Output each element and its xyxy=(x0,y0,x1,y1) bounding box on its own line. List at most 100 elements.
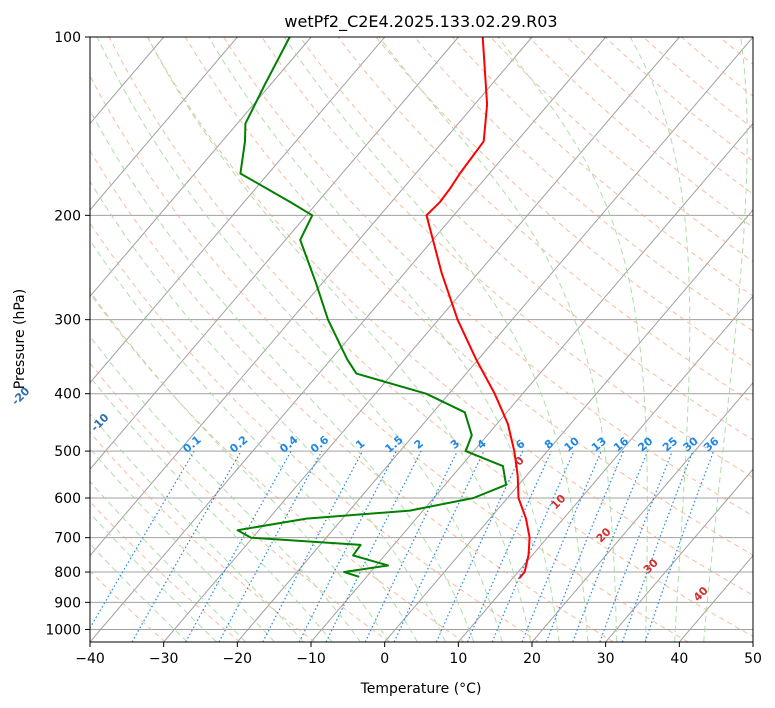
mixing-ratio-line xyxy=(298,450,397,642)
mixing-ratio-label: 6 xyxy=(513,437,527,452)
dry-adiabat xyxy=(528,37,753,229)
moist-adiabat xyxy=(90,290,390,642)
axis-ticks: −40 −30 −20 −10 0 10 20 30 40 5010020030040050060… xyxy=(45,30,762,667)
isotherm xyxy=(90,37,459,470)
mixing-ratio-label: 0.4 xyxy=(277,433,301,456)
dry-adiabat xyxy=(90,362,390,642)
y-tick-label: 900 xyxy=(54,595,81,611)
dry-adiabat xyxy=(337,37,753,404)
mixing-ratio-line xyxy=(545,450,624,642)
dry-adiabat xyxy=(642,37,753,130)
chart-title: wetPf2_C2E4.2025.133.02.29.R03 xyxy=(284,12,557,32)
profile-lines xyxy=(236,37,531,580)
dry-adiabat xyxy=(90,74,689,642)
isotherm xyxy=(90,37,312,298)
line-labels: 0.10.20.40.611.52346810131620253036-100-… xyxy=(9,384,721,604)
dry-adiabat xyxy=(90,149,614,642)
isotherm xyxy=(90,37,238,211)
dry-adiabat xyxy=(185,37,753,556)
mixing-ratio-line xyxy=(599,450,673,642)
temperature-profile xyxy=(425,37,531,580)
dry-adiabat-label: -10 xyxy=(88,411,111,434)
moist-adiabat xyxy=(703,37,748,642)
y-tick-label: 300 xyxy=(54,313,81,329)
y-tick-label: 500 xyxy=(54,444,81,460)
dry-adiabat xyxy=(681,37,753,97)
dry-adiabat xyxy=(414,37,753,332)
mixing-ratio-label: 8 xyxy=(542,437,556,452)
y-tick-label: 400 xyxy=(54,387,81,403)
moist-adiabat-label: 40 xyxy=(691,584,711,604)
mixing-ratio-line xyxy=(364,450,458,642)
moist-adiabat xyxy=(208,37,560,642)
x-tick-label: 30 xyxy=(597,651,615,667)
x-tick-label: 10 xyxy=(449,651,467,667)
x-tick-label: 50 xyxy=(744,651,762,667)
isotherm xyxy=(90,37,386,384)
mixing-ratio-line xyxy=(491,450,575,642)
dewpoint-profile xyxy=(236,37,508,578)
moist-adiabat xyxy=(90,413,304,642)
isotherm xyxy=(384,209,753,642)
mixing-ratio-label: 4 xyxy=(475,437,489,452)
moist-adiabat xyxy=(90,335,361,642)
x-tick-label: 40 xyxy=(670,651,688,667)
moist-adiabat-label: 10 xyxy=(548,492,568,512)
background-lines xyxy=(90,37,753,642)
moist-adiabat-label: 0 xyxy=(512,454,527,469)
moist-adiabat xyxy=(90,543,188,642)
y-tick-label: 800 xyxy=(54,565,81,581)
plot-frame xyxy=(89,36,754,643)
moist-adiabat-label: 30 xyxy=(641,556,661,576)
mixing-ratio-line xyxy=(218,450,323,642)
moist-adiabat xyxy=(90,180,447,642)
isotherm xyxy=(531,381,753,642)
x-tick-label: 0 xyxy=(380,651,389,667)
moist-adiabat xyxy=(283,37,589,642)
mixing-ratio-label: 1 xyxy=(353,437,367,452)
x-tick-label: −20 xyxy=(223,651,253,667)
mixing-ratio-line xyxy=(521,450,602,642)
isotherm xyxy=(310,122,753,642)
x-tick-label: 20 xyxy=(523,651,541,667)
dry-adiabat xyxy=(719,37,753,66)
isotherm xyxy=(678,554,753,642)
dry-adiabat xyxy=(146,37,753,597)
dry-adiabat xyxy=(566,37,753,195)
moist-adiabat xyxy=(629,37,691,642)
dry-adiabat xyxy=(90,222,540,642)
y-tick-label: 200 xyxy=(54,208,81,224)
isotherm xyxy=(90,37,533,557)
mixing-ratio-label: 0.1 xyxy=(180,433,203,455)
dry-adiabat xyxy=(90,292,465,642)
mixing-ratio-line xyxy=(90,450,195,630)
dry-adiabat xyxy=(299,37,753,441)
moist-adiabat xyxy=(90,376,333,642)
isotherm xyxy=(605,468,753,642)
dry-adiabat xyxy=(90,431,315,642)
mixing-ratio-line xyxy=(325,450,422,642)
mixing-ratio-line xyxy=(262,450,364,642)
dry-adiabat xyxy=(108,37,753,638)
moist-adiabat xyxy=(147,37,532,642)
moist-adiabat xyxy=(90,480,247,642)
y-tick-label: 1000 xyxy=(45,622,81,638)
mixing-ratio-line xyxy=(393,450,485,642)
isotherm xyxy=(752,641,753,642)
dry-adiabat xyxy=(261,37,753,479)
y-axis-label: Pressure (hPa) xyxy=(12,289,28,389)
mixing-ratio-line xyxy=(435,450,524,642)
dry-adiabat xyxy=(452,37,753,297)
x-tick-label: −30 xyxy=(149,651,179,667)
moist-adiabat xyxy=(90,239,418,642)
moist-adiabat xyxy=(497,37,648,642)
isotherm xyxy=(457,295,753,642)
y-tick-label: 600 xyxy=(54,491,81,507)
x-tick-label: −10 xyxy=(296,651,326,667)
y-tick-label: 700 xyxy=(54,531,81,547)
isotherm xyxy=(236,37,753,642)
mixing-ratio-line xyxy=(644,450,715,642)
dry-adiabat xyxy=(375,37,753,368)
mixing-ratio-label: 0.2 xyxy=(227,433,250,455)
